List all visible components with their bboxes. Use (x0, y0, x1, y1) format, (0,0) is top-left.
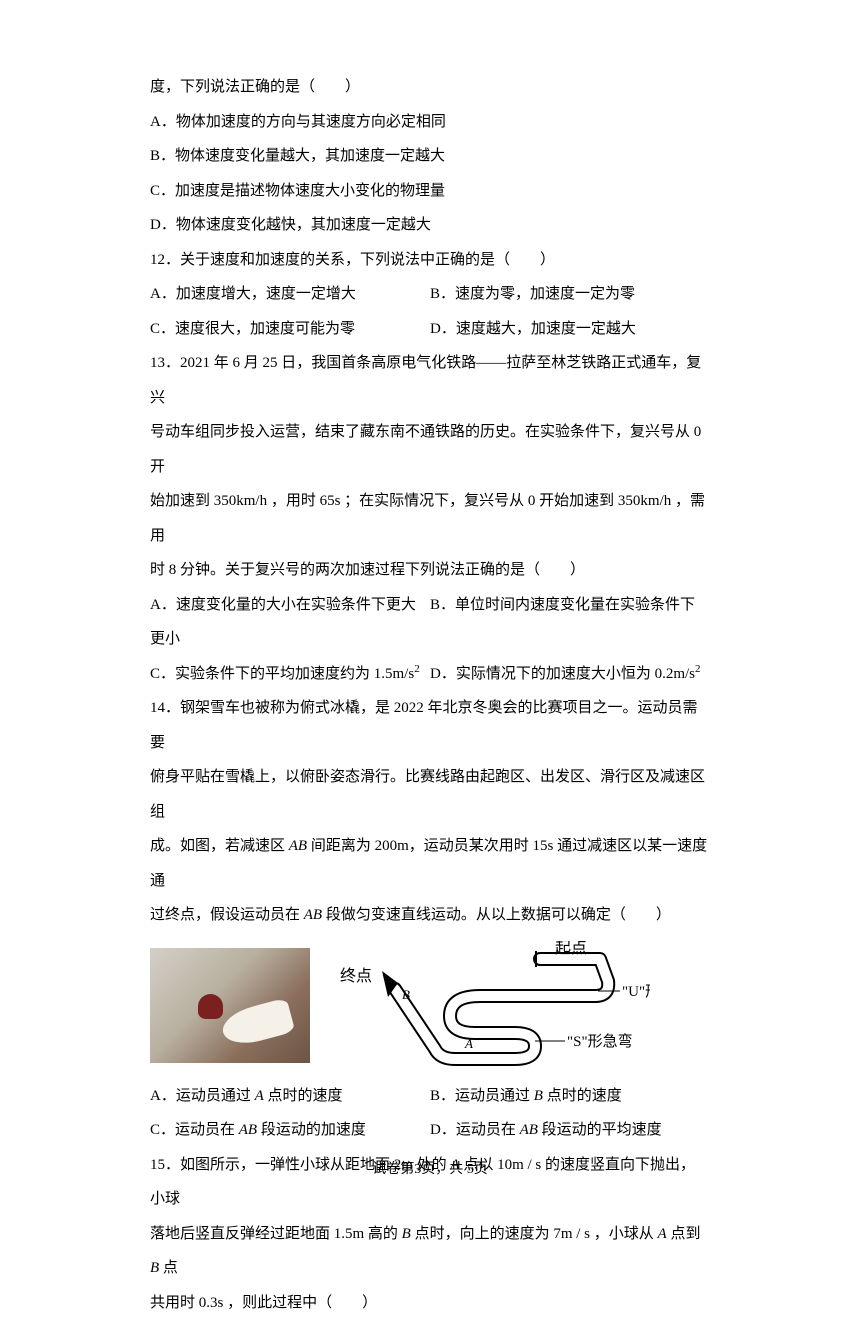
page-footer: 试卷第3页，共 5页 (0, 1154, 860, 1186)
q14-figures: 起点 终点 B A "U"形急弯 "S"形急弯 (150, 941, 710, 1071)
track-diagram: 起点 终点 B A "U"形急弯 "S"形急弯 (340, 941, 650, 1071)
q13-option-a: A．速度变化量的大小在实验条件下更大 (150, 588, 430, 623)
q12-stem: 12．关于速度和加速度的关系，下列说法中正确的是（ ） (150, 243, 710, 278)
q12-row2: C．速度很大，加速度可能为零 D．速度越大，加速度一定越大 (150, 312, 710, 347)
q15-line2: 落地后竖直反弹经过距地面 1.5m 高的 B 点时，向上的速度为 7m / s … (150, 1217, 710, 1286)
q15-line3: 共用时 0.3s ，则此过程中（ ） (150, 1286, 710, 1320)
q13-row2: C．实验条件下的平均加速度约为 1.5m/s2 D．实际情况下的加速度大小恒为 … (150, 657, 710, 692)
q14-line4: 过终点，假设运动员在 AB 段做匀变速直线运动。从以上数据可以确定（ ） (150, 898, 710, 933)
q12-option-d: D．速度越大，加速度一定越大 (430, 312, 636, 347)
q14-line2: 俯身平贴在雪橇上，以俯卧姿态滑行。比赛线路由起跑区、出发区、滑行区及减速区组 (150, 760, 710, 829)
label-a: A (464, 1036, 473, 1051)
q11-option-a: A．物体加速度的方向与其速度方向必定相同 (150, 105, 710, 140)
q12-option-a: A．加速度增大，速度一定增大 (150, 277, 430, 312)
label-u-turn: "U"形急弯 (622, 983, 650, 1000)
q13-row1: A．速度变化量的大小在实验条件下更大 B．单位时间内速度变化量在实验条件下 (150, 588, 710, 623)
q14-option-b: B．运动员通过 B 点时的速度 (430, 1079, 622, 1114)
q14-line3: 成。如图，若减速区 AB 间距离为 200m，运动员某次用时 15s 通过减速区… (150, 829, 710, 898)
q11-option-b: B．物体速度变化量越大，其加速度一定越大 (150, 139, 710, 174)
q14-row1: A．运动员通过 A 点时的速度 B．运动员通过 B 点时的速度 (150, 1079, 710, 1114)
skeleton-photo (150, 948, 310, 1063)
q14-option-a: A．运动员通过 A 点时的速度 (150, 1079, 430, 1114)
q13-option-b2: 更小 (150, 622, 710, 657)
exam-content: 度，下列说法正确的是（ ） A．物体加速度的方向与其速度方向必定相同 B．物体速… (150, 70, 710, 1320)
label-start: 起点 (555, 941, 587, 957)
q13-line1: 13．2021 年 6 月 25 日，我国首条高原电气化铁路——拉萨至林芝铁路正… (150, 346, 710, 415)
q12-option-c: C．速度很大，加速度可能为零 (150, 312, 430, 347)
label-s-turn: "S"形急弯 (567, 1033, 633, 1050)
label-end: 终点 (340, 967, 372, 985)
q14-option-d: D．运动员在 AB 段运动的平均速度 (430, 1113, 662, 1148)
q13-option-c: C．实验条件下的平均加速度约为 1.5m/s2 (150, 657, 430, 692)
q14-row2: C．运动员在 AB 段运动的加速度 D．运动员在 AB 段运动的平均速度 (150, 1113, 710, 1148)
q13-line4: 时 8 分钟。关于复兴号的两次加速过程下列说法正确的是（ ） (150, 553, 710, 588)
q12-row1: A．加速度增大，速度一定增大 B．速度为零，加速度一定为零 (150, 277, 710, 312)
q13-option-b: B．单位时间内速度变化量在实验条件下 (430, 588, 695, 623)
q13-option-d: D．实际情况下的加速度大小恒为 0.2m/s2 (430, 657, 701, 692)
q13-line3: 始加速到 350km/h ，用时 65s ；在实际情况下，复兴号从 0 开始加速… (150, 484, 710, 553)
q13-line2: 号动车组同步投入运营，结束了藏东南不通铁路的历史。在实验条件下，复兴号从 0 开 (150, 415, 710, 484)
q14-option-c: C．运动员在 AB 段运动的加速度 (150, 1113, 430, 1148)
q12-option-b: B．速度为零，加速度一定为零 (430, 277, 635, 312)
q11-intro: 度，下列说法正确的是（ ） (150, 70, 710, 105)
label-b: B (402, 987, 410, 1002)
q14-line1: 14．钢架雪车也被称为俯式冰橇，是 2022 年北京冬奥会的比赛项目之一。运动员… (150, 691, 710, 760)
q11-option-c: C．加速度是描述物体速度大小变化的物理量 (150, 174, 710, 209)
q11-option-d: D．物体速度变化越快，其加速度一定越大 (150, 208, 710, 243)
